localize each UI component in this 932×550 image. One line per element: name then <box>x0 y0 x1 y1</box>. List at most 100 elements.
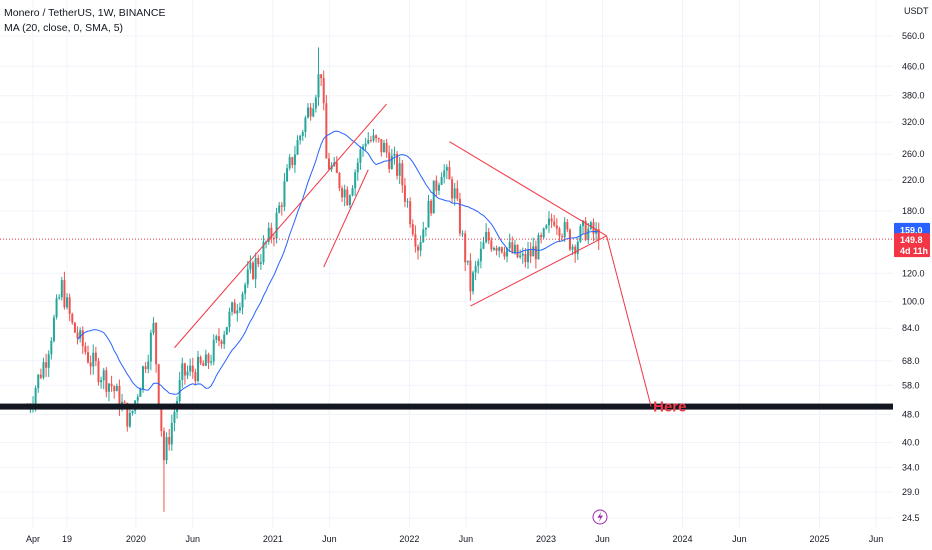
candle-body <box>354 172 357 189</box>
candle-body <box>550 218 553 222</box>
candle-body <box>506 248 509 257</box>
candle-body <box>524 253 527 263</box>
candle-body <box>513 244 516 253</box>
candle-body <box>37 374 40 389</box>
price-tick-label: 48.0 <box>902 409 920 419</box>
candle-body <box>170 422 173 445</box>
candle-body <box>139 388 142 397</box>
candle-body <box>411 224 414 235</box>
time-tick-label: 2025 <box>809 534 829 544</box>
time-tick-label: 2022 <box>399 534 419 544</box>
candle-body <box>225 327 228 335</box>
candle-body <box>168 437 171 445</box>
candle-body <box>76 332 79 339</box>
here-annotation: Here <box>653 399 686 416</box>
candle-body <box>498 247 501 251</box>
candle-body <box>474 265 477 273</box>
candle-body <box>453 188 456 199</box>
candle-body <box>500 247 503 253</box>
candle-body <box>519 255 522 258</box>
candle-body <box>571 246 574 250</box>
price-tick-label: 24.5 <box>902 513 920 523</box>
candle-body <box>186 371 189 376</box>
candle-body <box>516 244 519 258</box>
candle-body <box>377 138 380 140</box>
candle-body <box>380 139 383 153</box>
candle-body <box>348 195 351 206</box>
candle-body <box>435 180 438 191</box>
candle-body <box>430 200 433 214</box>
candle-body <box>60 280 63 298</box>
candle-body <box>79 330 82 339</box>
candle-body <box>84 346 87 353</box>
candle-body <box>545 225 548 229</box>
candle-body <box>327 158 330 170</box>
candle-body <box>532 246 535 257</box>
candle-body <box>422 229 425 243</box>
chart-legend: Monero / TetherUS, 1W, BINANCE MA (20, c… <box>4 6 165 36</box>
trendline <box>174 103 387 349</box>
candle-body <box>110 383 113 387</box>
candle-body <box>52 317 55 341</box>
candle-body <box>207 354 210 363</box>
candle-body <box>461 233 464 235</box>
candle-body <box>477 261 480 266</box>
time-axis[interactable]: Apr 19 2020 Jun 2021 Jun 2022 Jun 2023 Jun 2024 Jun… <box>26 534 883 544</box>
price-axis[interactable]: 560.0 460.0 380.0 320.0 260.0 220.0 180.0 120.0… <box>894 31 930 523</box>
candle-body <box>299 135 302 141</box>
candle-body <box>58 297 61 299</box>
time-tick-label: Jun <box>869 534 884 544</box>
price-tick-label: 84.0 <box>902 323 920 333</box>
support-band <box>0 403 893 410</box>
candle-body <box>244 284 247 294</box>
price-tick-label: 180.0 <box>902 206 925 216</box>
candle-body <box>359 149 362 163</box>
price-tick-label: 34.0 <box>902 463 920 473</box>
candle-body <box>576 241 579 254</box>
candle-body <box>396 153 399 176</box>
candle-body <box>181 363 184 381</box>
candle-body <box>249 262 252 270</box>
candle-body <box>215 336 218 340</box>
candle-body <box>236 310 239 314</box>
candle-body <box>262 241 265 263</box>
candle-body <box>458 198 461 234</box>
price-tick-label: 260.0 <box>902 149 925 159</box>
candle-body <box>322 78 325 104</box>
candle-body <box>183 363 186 376</box>
candle-body <box>278 205 281 213</box>
candle-body <box>89 362 92 367</box>
time-tick-label: 2024 <box>673 534 693 544</box>
candle-body <box>45 362 48 368</box>
candle-body <box>401 163 404 186</box>
candle-body <box>312 108 315 117</box>
candle-body <box>204 354 207 366</box>
candle-body <box>409 201 412 225</box>
price-tick-label: 120.0 <box>902 268 925 278</box>
candle-body <box>443 170 446 177</box>
price-tick-label: 380.0 <box>902 91 925 101</box>
time-tick-label: Jun <box>322 534 337 544</box>
candle-body <box>448 167 451 180</box>
time-tick-label: 19 <box>62 534 72 544</box>
candle-body <box>362 146 365 150</box>
candle-body <box>542 228 545 238</box>
time-tick-label: Jun <box>732 534 747 544</box>
candle-body <box>485 231 488 243</box>
candle-body <box>257 258 260 265</box>
candle-body <box>210 361 213 363</box>
candle-body <box>508 242 511 249</box>
candle-body <box>417 246 420 251</box>
event-icon[interactable] <box>592 509 608 525</box>
candle-body <box>440 176 443 185</box>
candle-body <box>152 322 155 333</box>
candle-body <box>173 411 176 423</box>
time-tick-label: Jun <box>595 534 610 544</box>
candle-body <box>97 360 100 383</box>
candle-body <box>165 437 168 461</box>
candle-body <box>382 142 385 153</box>
candle-body <box>246 269 249 285</box>
candle-body <box>346 189 349 206</box>
moving-average-line <box>77 130 599 395</box>
